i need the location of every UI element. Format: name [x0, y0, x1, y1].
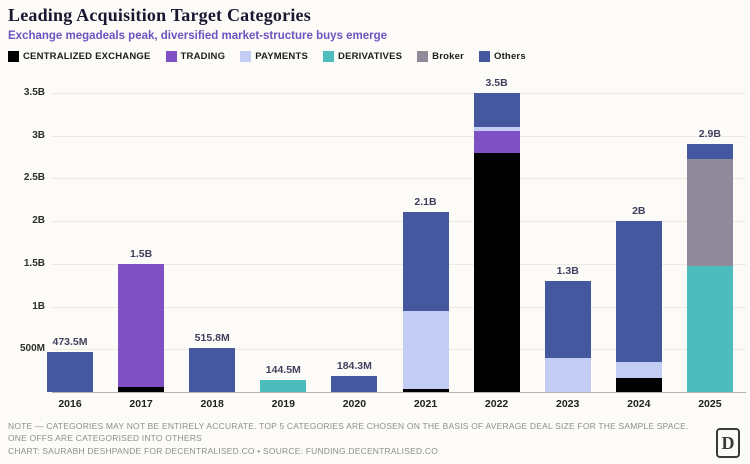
bar-segment-2021-payments: [402, 310, 449, 390]
legend-label: Broker: [432, 51, 464, 62]
x-axis-tick-label: 2023: [556, 398, 580, 410]
bar-segment-2024-centralized-exchange: [615, 378, 662, 392]
legend-item-trading: TRADING: [165, 51, 226, 62]
bar-segment-2025-broker: [686, 159, 733, 267]
gridline: [52, 92, 746, 94]
legend-swatch-derivatives: [323, 51, 335, 62]
gridline: [52, 135, 746, 137]
bar-2022: [473, 92, 520, 392]
y-axis-tick-label: 1B: [32, 300, 45, 312]
x-axis-tick-label: 2025: [698, 398, 722, 410]
chart-subtitle: Exchange megadeals peak, diversified mar…: [8, 30, 388, 42]
bar-2023: [544, 280, 591, 392]
legend-label: DERIVATIVES: [338, 51, 403, 62]
page-title: Leading Acquisition Target Categories: [8, 5, 311, 25]
bar-segment-2025-others: [686, 144, 733, 160]
bar-2019: [260, 379, 307, 392]
x-axis-tick-label: 2018: [200, 398, 224, 410]
legend-item-derivatives: DERIVATIVES: [323, 51, 402, 62]
bar-2021: [402, 212, 449, 392]
x-axis-tick-label: 2021: [413, 398, 438, 410]
x-axis-tick-label: 2019: [271, 398, 295, 410]
y-axis-tick-label: 3B: [32, 129, 45, 141]
bar-segment-2016-others: [47, 351, 93, 392]
bar-segment-2017-centralized-exchange: [118, 386, 165, 392]
bar-2016: [47, 351, 93, 392]
legend-label: PAYMENTS: [255, 51, 309, 62]
x-axis-tick-label: 2016: [58, 398, 82, 410]
legend-item-centralized-exchange: CENTRALIZED EXCHANGE: [8, 51, 151, 62]
bar-2024: [615, 221, 662, 392]
bar-segment-2020-others: [331, 376, 378, 392]
bar-2020: [331, 376, 378, 392]
bar-segment-2021-centralized-exchange: [402, 389, 449, 392]
bar-segment-2022-centralized-exchange: [473, 152, 520, 392]
legend-item-payments: PAYMENTS: [240, 51, 308, 62]
bar-value-label: 1.3B: [556, 264, 579, 277]
legend-label: Others: [493, 51, 526, 62]
bar-segment-2022-trading: [473, 131, 520, 153]
bar-value-label: 2.9B: [698, 128, 721, 141]
bar-segment-2019-derivatives: [260, 379, 307, 392]
legend-label: TRADING: [180, 51, 226, 62]
y-axis-tick-label: 1.5B: [23, 257, 45, 269]
x-axis-tick-label: 2017: [129, 398, 153, 410]
bar-segment-2021-others: [402, 212, 449, 311]
legend-swatch-payments: [240, 51, 252, 62]
y-axis-tick-label: 500M: [19, 343, 45, 355]
bar-2018: [189, 347, 236, 392]
bar-segment-2017-trading: [118, 263, 165, 387]
gridline: [52, 263, 746, 265]
x-axis-line: [52, 392, 746, 393]
legend-swatch-centralized-exchange: [8, 51, 19, 62]
bar-segment-2022-payments: [473, 126, 520, 132]
bar-value-label: 2B: [632, 205, 646, 217]
y-axis-tick-label: 2B: [32, 215, 45, 226]
decentralised-logo: D: [716, 428, 740, 458]
bar-segment-2024-others: [615, 221, 662, 363]
bar-value-label: 3.5B: [485, 76, 508, 89]
chart-credit: CHART: SAURABH DESHPANDE FOR DECENTRALIS…: [8, 446, 439, 456]
bar-segment-2023-others: [544, 280, 591, 358]
bar-2025: [686, 144, 733, 392]
bar-2017: [118, 263, 165, 392]
x-axis-tick-label: 2024: [627, 398, 651, 410]
bar-segment-2023-payments: [544, 357, 591, 392]
gridline: [52, 221, 746, 222]
gridline: [52, 306, 746, 308]
bar-value-label: 184.3M: [336, 360, 372, 373]
bar-segment-2024-payments: [615, 362, 662, 379]
bar-segment-2022-others: [473, 92, 520, 127]
gridline: [52, 349, 746, 351]
footnote: NOTE — CATEGORIES MAY NOT BE ENTIRELY AC…: [8, 421, 689, 443]
legend-swatch-others: [478, 51, 490, 62]
bar-segment-2025-derivatives: [686, 266, 733, 392]
legend-swatch-trading: [165, 51, 177, 62]
legend-item-broker: Broker: [417, 51, 464, 62]
bar-value-label: 2.1B: [414, 196, 437, 209]
legend-label: CENTRALIZED EXCHANGE: [23, 51, 151, 62]
bar-value-label: 473.5M: [52, 335, 88, 348]
bar-value-label: 1.5B: [130, 247, 153, 260]
x-axis-tick-label: 2022: [484, 398, 509, 410]
chart-legend: CENTRALIZED EXCHANGE TRADING PAYMENTS DERIV…: [8, 51, 526, 62]
x-axis-tick-label: 2020: [342, 398, 367, 410]
bar-segment-2018-others: [189, 347, 236, 392]
bar-value-label: 515.8M: [194, 331, 230, 344]
bar-value-label: 144.5M: [265, 363, 301, 376]
legend-item-others: Others: [478, 51, 526, 62]
legend-swatch-broker: [417, 51, 429, 62]
gridline: [52, 178, 746, 180]
y-axis-tick-label: 2.5B: [23, 172, 45, 184]
y-axis-tick-label: 3.5B: [23, 86, 45, 98]
